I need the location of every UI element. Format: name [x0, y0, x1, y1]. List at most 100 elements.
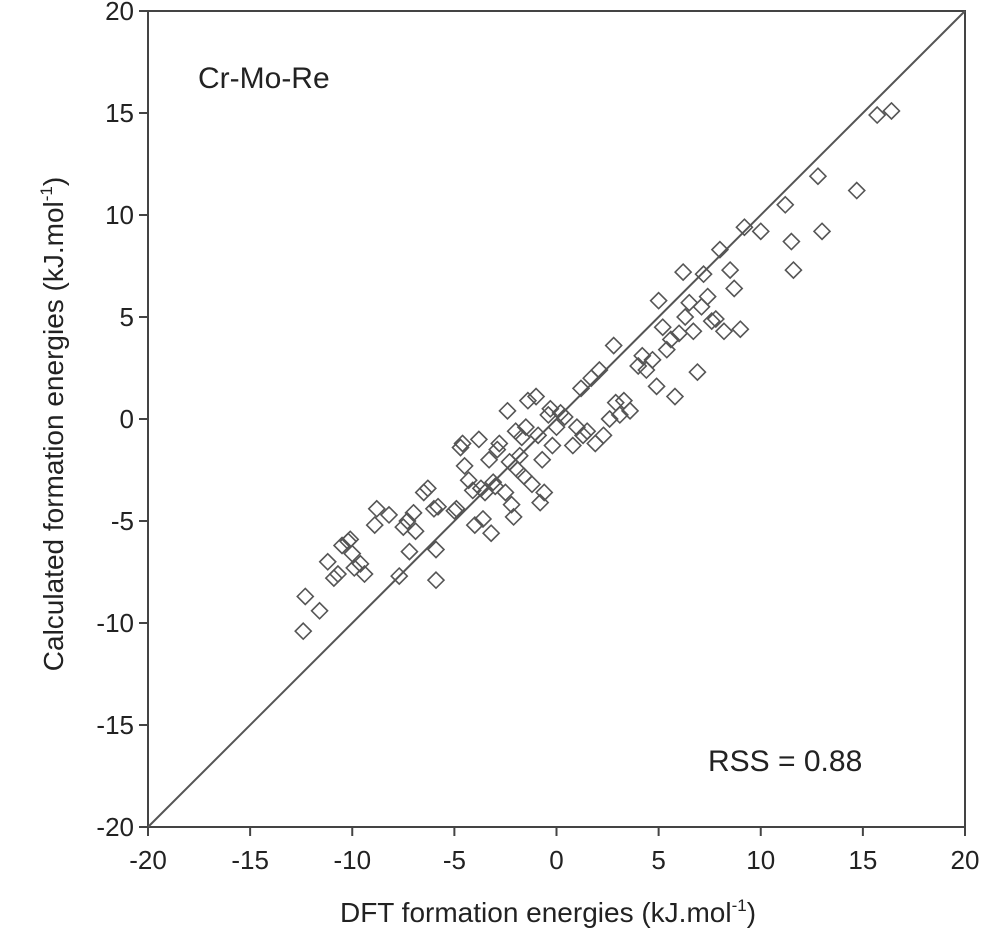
data-point — [735, 218, 754, 237]
data-point — [504, 507, 523, 527]
data-point — [698, 287, 717, 306]
data-point — [808, 167, 828, 186]
y-tick-label: -10 — [96, 608, 134, 638]
y-tick-label: 5 — [120, 302, 134, 332]
data-point — [782, 232, 801, 251]
data-point — [868, 105, 887, 125]
data-point — [459, 471, 478, 490]
data-point — [498, 401, 517, 420]
data-point — [463, 481, 482, 500]
data-point — [665, 387, 685, 406]
y-tick-label: 0 — [120, 404, 134, 434]
data-point — [379, 505, 399, 525]
x-tick-label: 20 — [951, 845, 980, 875]
data-points — [294, 101, 901, 641]
data-point — [345, 558, 364, 578]
y-tick-label: -15 — [96, 710, 134, 740]
data-point — [455, 456, 474, 476]
x-tick-label: 10 — [746, 845, 775, 875]
rss-label: RSS = 0.88 — [708, 745, 862, 778]
x-tick-label: 5 — [651, 845, 665, 875]
data-point — [533, 450, 552, 469]
data-point — [694, 265, 713, 284]
data-point — [516, 418, 535, 437]
system-label: Cr-Mo-Re — [198, 62, 330, 95]
data-point — [702, 311, 721, 331]
data-point — [676, 307, 695, 327]
data-point — [720, 260, 740, 280]
x-tick-label: -5 — [443, 845, 466, 875]
x-axis-label: DFT formation energies (kJ.mol-1) — [340, 896, 756, 928]
data-point — [649, 291, 668, 310]
y-tick-label: -20 — [96, 812, 134, 842]
data-point — [680, 293, 699, 312]
data-point — [661, 330, 681, 349]
data-point — [563, 436, 582, 455]
data-point — [590, 360, 609, 380]
data-point — [647, 377, 666, 396]
data-point — [510, 446, 529, 465]
data-point — [535, 483, 554, 502]
data-point — [465, 515, 484, 535]
data-point — [847, 181, 866, 200]
data-point — [594, 426, 613, 445]
data-point — [400, 542, 419, 561]
y-axis-label: Calculated formation energies (kJ.mol-1) — [37, 177, 69, 671]
data-point — [341, 530, 360, 549]
data-point — [367, 499, 386, 518]
data-point — [543, 436, 562, 455]
x-tick-label: -10 — [333, 845, 371, 875]
axis-ticks — [139, 10, 966, 836]
data-point — [571, 379, 591, 398]
data-point — [490, 434, 509, 453]
data-point — [674, 262, 693, 282]
x-tick-label: 0 — [549, 845, 563, 875]
data-point — [522, 475, 542, 494]
x-tick-label: 15 — [848, 845, 877, 875]
data-point — [428, 497, 448, 516]
data-point — [404, 503, 423, 522]
data-point — [447, 499, 466, 518]
data-point — [600, 409, 619, 429]
y-tick-label: 15 — [105, 98, 134, 128]
data-point — [390, 566, 409, 586]
data-point — [714, 322, 734, 341]
data-point — [469, 430, 489, 449]
data-point — [351, 554, 370, 573]
data-point — [296, 587, 315, 606]
data-point — [528, 426, 548, 445]
data-point — [578, 422, 597, 441]
data-point — [482, 524, 501, 543]
data-point — [479, 450, 499, 469]
data-point — [669, 324, 689, 343]
data-point — [414, 483, 433, 502]
data-point — [620, 401, 640, 420]
data-point — [355, 564, 374, 584]
data-point — [426, 540, 446, 559]
data-point — [502, 495, 521, 514]
y-tick-label: 20 — [105, 0, 134, 26]
data-point — [486, 477, 505, 496]
data-point — [725, 279, 744, 298]
data-point — [684, 322, 703, 341]
data-point — [882, 101, 901, 121]
data-point — [394, 517, 413, 537]
x-tick-label: -20 — [129, 845, 167, 875]
data-point — [418, 479, 437, 498]
data-point — [573, 426, 593, 445]
data-point — [784, 260, 803, 280]
data-point — [406, 522, 425, 541]
data-point — [453, 434, 472, 453]
data-point — [567, 418, 587, 437]
data-point — [776, 195, 795, 214]
data-point — [653, 318, 672, 337]
data-point — [488, 440, 507, 459]
data-point — [310, 601, 329, 620]
data-point — [751, 222, 770, 241]
data-point — [318, 552, 337, 571]
data-point — [610, 405, 629, 425]
x-tick-label: -15 — [231, 845, 269, 875]
data-point — [604, 336, 623, 355]
data-point — [710, 240, 730, 259]
